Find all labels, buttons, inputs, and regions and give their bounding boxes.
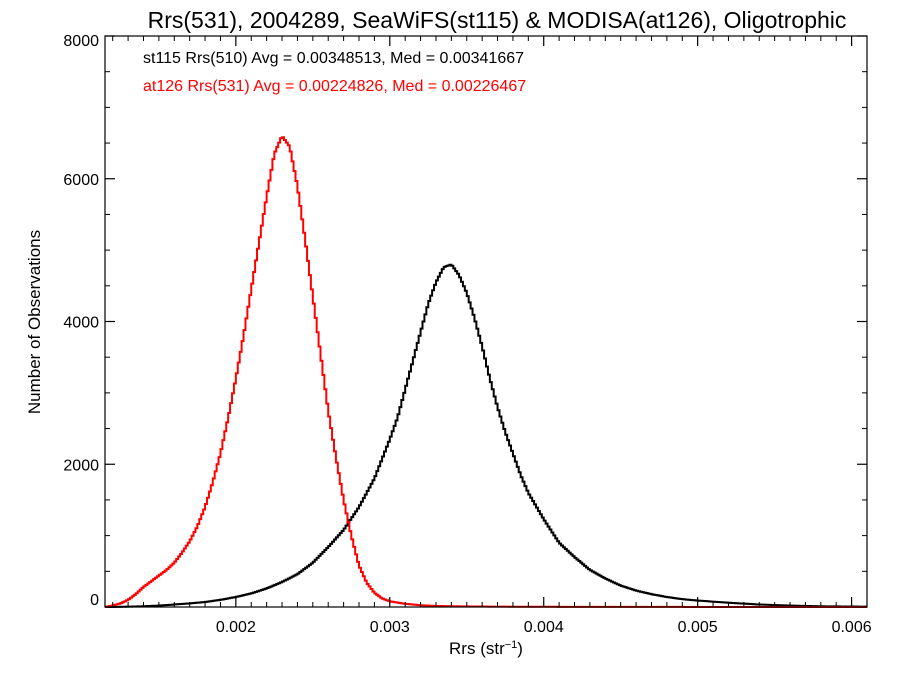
x-tick-label: 0.002 (216, 619, 256, 636)
x-tick-label: 0.005 (678, 619, 718, 636)
x-axis-label: Rrs (str−1) (449, 639, 523, 658)
x-tick-label: 0.006 (832, 619, 872, 636)
x-tick-label: 0.004 (524, 619, 564, 636)
x-axis-label-close: ) (517, 639, 523, 658)
y-tick-label: 0 (90, 592, 99, 609)
y-axis-label: Number of Observations (25, 230, 44, 414)
x-axis: 0.002 0.003 0.004 0.005 0.006 (112, 36, 872, 636)
y-tick-label: 2000 (63, 457, 99, 474)
y-axis: 0 2000 4000 6000 8000 (63, 33, 867, 609)
y-tick-label: 6000 (63, 172, 99, 189)
y-tick-label: 8000 (63, 33, 99, 50)
x-axis-label-superscript: −1 (505, 639, 518, 651)
x-tick-label: 0.003 (370, 619, 410, 636)
annotation-st115: st115 Rrs(510) Avg = 0.00348513, Med = 0… (143, 50, 524, 67)
x-axis-label-text: Rrs (str (449, 639, 505, 658)
chart-title: Rrs(531), 2004289, SeaWiFS(st115) & MODI… (148, 7, 847, 33)
annotation-at126: at126 Rrs(531) Avg = 0.00224826, Med = 0… (143, 78, 526, 95)
y-tick-label: 4000 (63, 315, 99, 332)
series-st115-line (105, 263, 867, 608)
